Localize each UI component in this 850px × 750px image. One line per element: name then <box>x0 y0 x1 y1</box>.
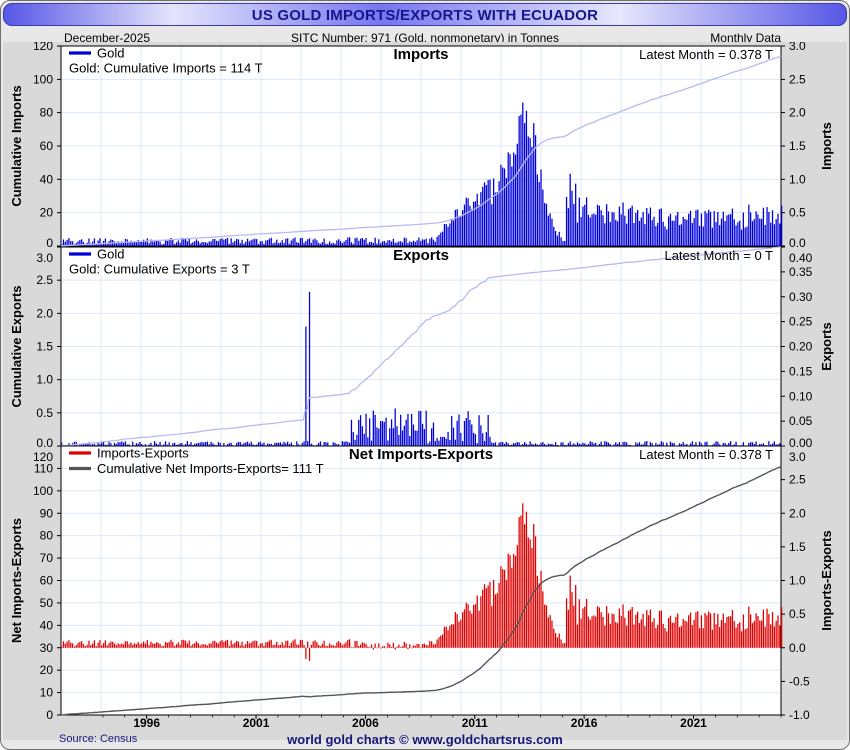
svg-text:0.0: 0.0 <box>789 641 806 655</box>
svg-text:60: 60 <box>40 574 54 588</box>
svg-text:10: 10 <box>40 686 54 700</box>
svg-text:0.5: 0.5 <box>789 206 806 220</box>
svg-text:0.20: 0.20 <box>789 340 813 354</box>
svg-text:2.5: 2.5 <box>36 273 53 287</box>
svg-text:2.0: 2.0 <box>36 306 53 320</box>
svg-text:Exports: Exports <box>819 322 834 370</box>
svg-text:0.40: 0.40 <box>789 251 813 265</box>
svg-text:0.35: 0.35 <box>789 265 813 279</box>
svg-text:Imports-Exports: Imports-Exports <box>819 530 834 630</box>
svg-text:Imports: Imports <box>393 46 448 63</box>
svg-text:Latest Month = 0.378 T: Latest Month = 0.378 T <box>639 447 773 462</box>
svg-text:0.30: 0.30 <box>789 290 813 304</box>
svg-text:Cumulative Net Imports-Exports: Cumulative Net Imports-Exports= 111 T <box>97 461 324 476</box>
svg-text:0.5: 0.5 <box>36 406 53 420</box>
svg-text:3.0: 3.0 <box>36 251 53 265</box>
svg-text:120: 120 <box>33 450 53 464</box>
svg-text:30: 30 <box>40 641 54 655</box>
svg-text:1.5: 1.5 <box>36 340 53 354</box>
svg-text:Net Imports-Exports: Net Imports-Exports <box>349 446 493 463</box>
svg-text:0.0: 0.0 <box>789 236 806 250</box>
svg-text:0.10: 0.10 <box>789 389 813 403</box>
svg-text:0.0: 0.0 <box>36 436 53 450</box>
svg-text:80: 80 <box>40 529 54 543</box>
svg-text:Imports: Imports <box>819 122 834 170</box>
svg-text:Gold: Gold <box>97 247 124 262</box>
svg-text:1.0: 1.0 <box>789 574 806 588</box>
svg-text:0: 0 <box>46 236 53 250</box>
svg-text:80: 80 <box>40 106 54 120</box>
svg-text:120: 120 <box>33 42 53 53</box>
svg-text:2.0: 2.0 <box>789 506 806 520</box>
svg-text:1.0: 1.0 <box>36 373 53 387</box>
svg-text:Gold: Cumulative Exports = 3 T: Gold: Cumulative Exports = 3 T <box>69 262 250 277</box>
svg-text:20: 20 <box>40 206 54 220</box>
svg-text:1.5: 1.5 <box>789 540 806 554</box>
svg-text:90: 90 <box>40 506 54 520</box>
svg-text:0.5: 0.5 <box>789 607 806 621</box>
svg-text:2.5: 2.5 <box>789 72 806 86</box>
svg-text:100: 100 <box>33 72 53 86</box>
svg-text:0.15: 0.15 <box>789 364 813 378</box>
svg-text:1.5: 1.5 <box>789 139 806 153</box>
svg-text:60: 60 <box>40 139 54 153</box>
svg-text:1.0: 1.0 <box>789 172 806 186</box>
svg-text:Cumulative Imports: Cumulative Imports <box>9 85 24 206</box>
svg-text:40: 40 <box>40 172 54 186</box>
svg-text:2.5: 2.5 <box>789 473 806 487</box>
svg-text:-0.5: -0.5 <box>789 674 810 688</box>
svg-text:20: 20 <box>40 663 54 677</box>
svg-text:Imports-Exports: Imports-Exports <box>97 446 189 461</box>
svg-text:Latest Month = 0.378 T: Latest Month = 0.378 T <box>639 47 773 62</box>
svg-text:50: 50 <box>40 596 54 610</box>
svg-text:70: 70 <box>40 551 54 565</box>
svg-text:-1.0: -1.0 <box>789 708 810 722</box>
svg-text:Exports: Exports <box>393 247 449 264</box>
svg-text:Net Imports-Exports: Net Imports-Exports <box>9 518 24 643</box>
svg-text:100: 100 <box>33 484 53 498</box>
svg-text:0.25: 0.25 <box>789 315 813 329</box>
svg-text:40: 40 <box>40 618 54 632</box>
svg-text:0.05: 0.05 <box>789 414 813 428</box>
svg-text:Latest Month = 0 T: Latest Month = 0 T <box>664 248 773 263</box>
svg-text:Gold: Cumulative Imports = 114: Gold: Cumulative Imports = 114 T <box>69 61 263 76</box>
svg-text:Gold: Gold <box>97 46 124 61</box>
svg-text:0: 0 <box>46 708 53 722</box>
svg-text:0.00: 0.00 <box>789 436 813 450</box>
svg-text:2.0: 2.0 <box>789 106 806 120</box>
svg-text:3.0: 3.0 <box>789 42 806 53</box>
svg-text:Cumulative Exports: Cumulative Exports <box>9 285 24 407</box>
svg-text:3.0: 3.0 <box>789 450 806 464</box>
